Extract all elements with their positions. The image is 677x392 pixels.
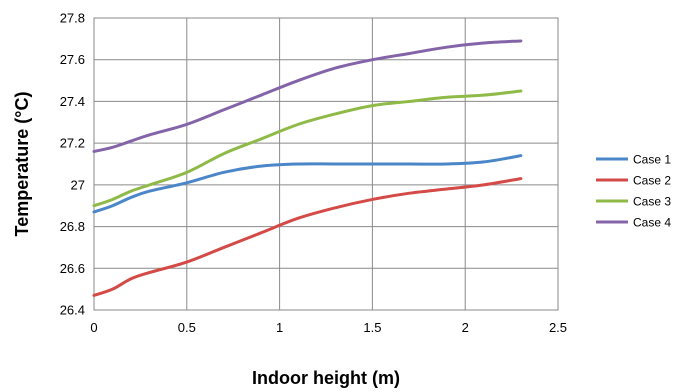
y-tick-label: 27: [71, 177, 85, 192]
y-tick-label: 27.8: [60, 11, 85, 26]
y-axis-tick-labels: 26.4 26.6 26.8 27 27.2 27.4 27.6 27.8: [60, 11, 85, 318]
legend: Case 1 Case 2 Case 3 Case 4: [596, 153, 671, 230]
y-tick-label: 26.6: [60, 261, 85, 276]
x-tick-label: 0.5: [178, 320, 196, 335]
x-tick-label: 1: [276, 320, 283, 335]
x-axis-tick-labels: 0 0.5 1 1.5 2 2.5: [90, 320, 567, 335]
legend-label-case-4: Case 4: [633, 216, 671, 230]
plot-area-border: [93, 17, 559, 311]
y-axis-label: Temperature (°C): [12, 92, 32, 237]
legend-label-case-1: Case 1: [633, 153, 671, 167]
x-tick-label: 1.5: [363, 320, 381, 335]
x-tick-label: 2: [462, 320, 469, 335]
x-tick-label: 0: [90, 320, 97, 335]
series-line-case-1: [92, 154, 523, 214]
y-tick-label: 27.2: [60, 136, 85, 151]
y-tick-label: 26.4: [60, 303, 85, 318]
series-line-case-3: [92, 89, 523, 208]
legend-label-case-3: Case 3: [633, 195, 671, 209]
x-axis-label: Indoor height (m): [252, 368, 400, 388]
series-line-case-2: [92, 177, 523, 297]
y-tick-label: 27.6: [60, 52, 85, 67]
series-lines: [92, 39, 523, 297]
series-line-case-4: [92, 39, 523, 153]
x-tick-label: 2.5: [549, 320, 567, 335]
y-tick-label: 26.8: [60, 219, 85, 234]
legend-label-case-2: Case 2: [633, 174, 671, 188]
y-tick-label: 27.4: [60, 94, 85, 109]
